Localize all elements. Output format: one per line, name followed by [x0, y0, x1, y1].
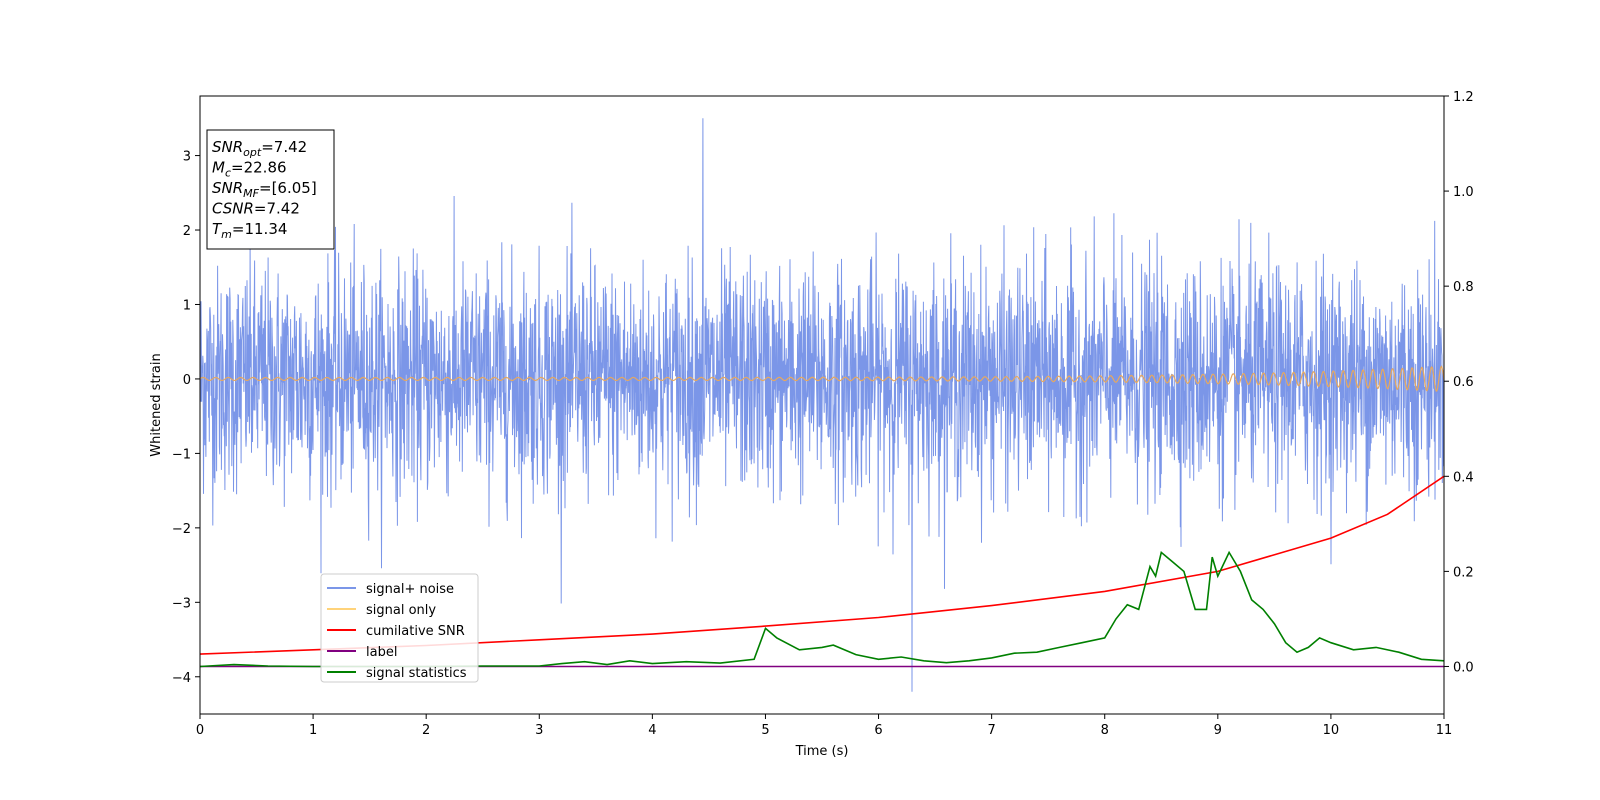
legend-label: label: [366, 645, 397, 660]
info-value: =[6.05]: [259, 179, 317, 197]
y-axis-right: 0.0 0.2 0.4 0.6 0.8 1.0 1.2: [1444, 90, 1474, 675]
info-value: =7.42: [261, 138, 307, 156]
info-subscript: MF: [243, 187, 259, 200]
x-tick-label: 9: [1214, 723, 1222, 738]
y-right-tick-label: 1.2: [1453, 90, 1474, 105]
info-line: SNRMF=[6.05]: [212, 179, 317, 200]
series-signal-noise: [200, 118, 1444, 692]
info-value: =7.42: [254, 200, 300, 218]
x-tick-label: 5: [761, 723, 769, 738]
y-right-tick-label: 0.2: [1453, 565, 1474, 580]
info-name: M: [212, 159, 225, 177]
x-tick-label: 3: [535, 723, 543, 738]
y-left-tick-label: 3: [183, 150, 191, 165]
info-name: T: [212, 220, 223, 238]
info-line: SNRopt=7.42: [212, 138, 307, 159]
y-left-tick-label: −4: [172, 671, 191, 686]
series-signal-statistics: [200, 550, 1444, 668]
x-tick-label: 0: [196, 723, 204, 738]
x-tick-label: 1: [309, 723, 317, 738]
y-left-tick-label: 2: [183, 224, 191, 239]
info-subscript: opt: [243, 146, 262, 159]
series-signal-only: [200, 365, 1444, 392]
x-tick-label: 4: [648, 723, 656, 738]
x-axis: 0 1 2 3 4 5 6 7 8 9 10 11: [196, 714, 1452, 738]
x-axis-label: Time (s): [795, 744, 849, 759]
y-right-tick-label: 0.8: [1453, 280, 1474, 295]
info-line: Mc=22.86: [212, 159, 287, 180]
info-subscript: c: [225, 167, 231, 180]
legend-label: signal+ noise: [366, 582, 454, 597]
plot-frame: [199, 95, 1445, 715]
info-name: SNR: [212, 138, 243, 156]
y-axis-label: Whitened strain: [149, 353, 164, 456]
x-tick-label: 2: [422, 723, 430, 738]
info-name: SNR: [212, 179, 243, 197]
info-box: SNRopt=7.42Mc=22.86SNRMF=[6.05]CSNR=7.42…: [206, 129, 335, 250]
y-right-tick-label: 0.4: [1453, 470, 1474, 485]
x-tick-label: 11: [1436, 723, 1453, 738]
info-value: =11.34: [232, 220, 288, 238]
y-left-tick-label: −1: [172, 447, 191, 462]
legend-label: signal only: [366, 603, 436, 618]
y-left-tick-label: −3: [172, 596, 191, 611]
x-tick-label: 8: [1101, 723, 1109, 738]
info-name: CSNR: [212, 200, 254, 218]
y-left-tick-label: −2: [172, 522, 191, 537]
x-tick-label: 6: [874, 723, 882, 738]
x-tick-label: 7: [987, 723, 995, 738]
info-line: Tm=11.34: [212, 220, 287, 241]
legend-label: signal statistics: [366, 666, 467, 681]
info-subscript: m: [221, 228, 232, 241]
info-value: =22.86: [231, 159, 287, 177]
y-axis-left: −4 −3 −2 −1 0 1 2 3: [172, 150, 200, 686]
y-right-tick-label: 0.6: [1453, 375, 1474, 390]
y-left-tick-label: 0: [183, 373, 191, 388]
legend: signal+ noise signal only cumilative SNR la…: [320, 573, 479, 683]
legend-label: cumilative SNR: [366, 624, 465, 639]
y-right-tick-label: 0.0: [1453, 660, 1474, 675]
x-tick-label: 10: [1323, 723, 1340, 738]
y-right-tick-label: 1.0: [1453, 185, 1474, 200]
info-line: CSNR=7.42: [212, 200, 300, 218]
y-left-tick-label: 1: [183, 298, 191, 313]
